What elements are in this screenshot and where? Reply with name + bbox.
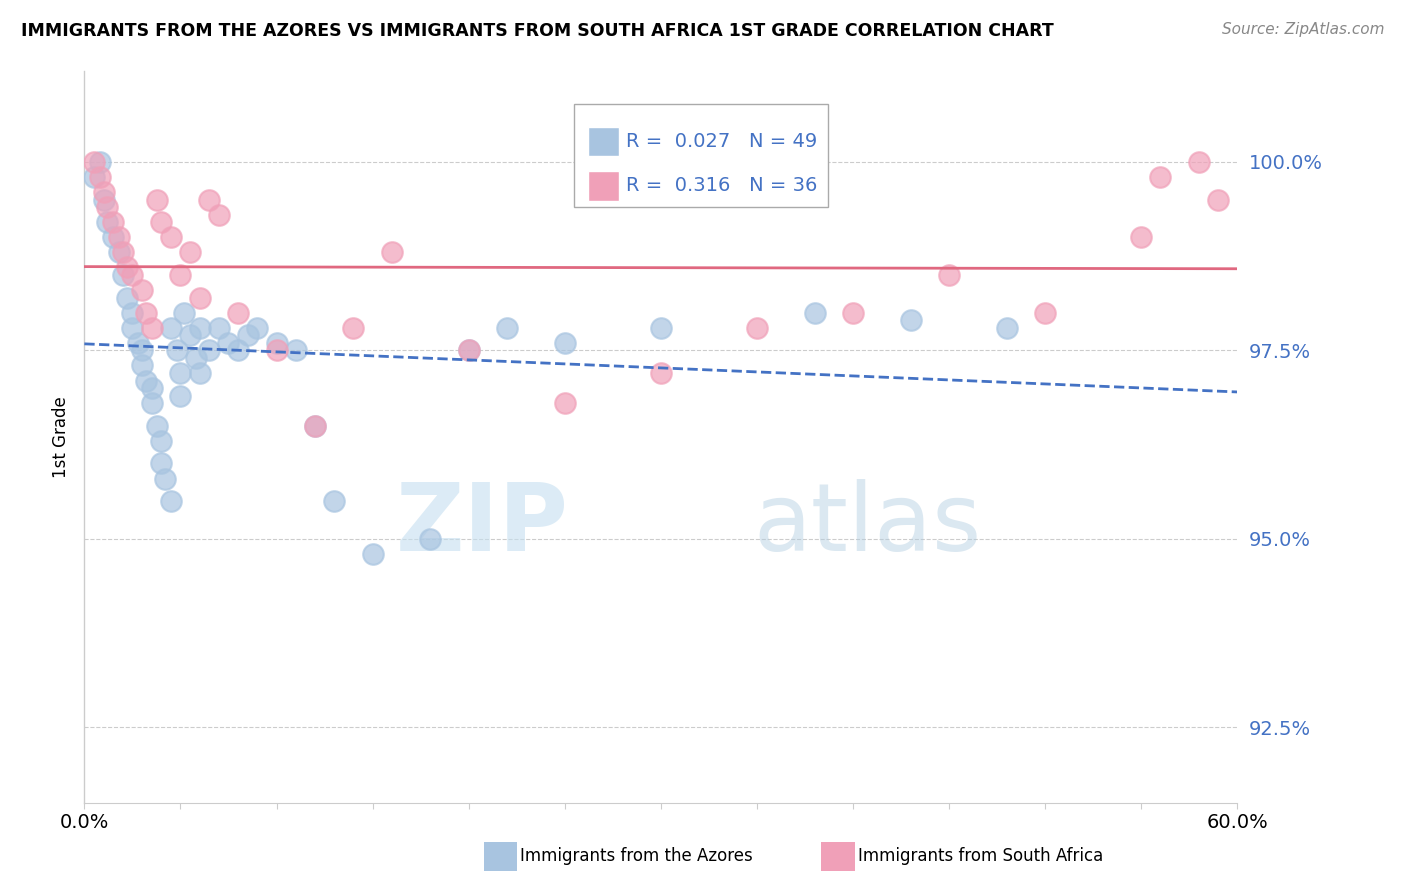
Point (160, 230, 183, 244)
Point (1130, 230, 1153, 244)
Point (554, 335, 576, 350)
Point (111, 268, 134, 282)
Text: atlas: atlas (754, 479, 981, 571)
Point (83, 154, 105, 169)
Point (103, 215, 124, 229)
Point (146, 418, 169, 433)
Point (141, 381, 163, 395)
Point (150, 457, 173, 471)
Point (457, 343, 479, 358)
Point (160, 320, 183, 334)
Point (304, 418, 326, 433)
Point (108, 230, 131, 244)
Point (198, 193, 221, 207)
Point (131, 359, 153, 373)
Point (208, 320, 231, 334)
Point (457, 343, 479, 358)
Point (179, 328, 201, 343)
Point (419, 532, 441, 546)
Point (554, 396, 576, 410)
Point (103, 230, 124, 244)
Point (83, 169, 105, 184)
Point (323, 494, 346, 508)
Point (89, 154, 111, 169)
Point (995, 320, 1018, 334)
Point (93, 185, 115, 199)
Point (381, 245, 404, 260)
Point (131, 283, 153, 297)
Y-axis label: 1st Grade: 1st Grade (52, 396, 70, 478)
Point (304, 418, 326, 433)
Point (179, 245, 201, 260)
Point (96, 200, 118, 214)
Point (342, 320, 364, 334)
Point (1206, 193, 1229, 207)
Point (1149, 169, 1171, 184)
Point (108, 245, 131, 260)
Point (188, 320, 211, 334)
Point (150, 434, 173, 448)
Point (141, 320, 163, 334)
Point (184, 351, 207, 365)
Point (208, 208, 231, 222)
Point (650, 366, 672, 380)
Point (246, 320, 269, 334)
FancyBboxPatch shape (588, 127, 619, 156)
Text: ZIP: ZIP (395, 479, 568, 571)
Point (266, 335, 288, 350)
Point (127, 335, 149, 350)
Point (160, 494, 183, 508)
Point (146, 193, 169, 207)
Point (115, 260, 138, 275)
Point (121, 306, 143, 320)
FancyBboxPatch shape (575, 104, 828, 207)
Point (115, 291, 138, 305)
Point (169, 268, 191, 282)
Text: Source: ZipAtlas.com: Source: ZipAtlas.com (1222, 22, 1385, 37)
Point (131, 343, 153, 358)
Point (1188, 154, 1211, 169)
Point (218, 335, 240, 350)
Point (135, 306, 157, 320)
Point (188, 291, 211, 305)
Point (745, 320, 768, 334)
Point (111, 245, 134, 260)
Point (266, 343, 288, 358)
Text: R =  0.027   N = 49: R = 0.027 N = 49 (626, 132, 817, 151)
Point (198, 343, 221, 358)
Point (121, 320, 143, 334)
Point (169, 366, 191, 380)
Point (121, 268, 143, 282)
Point (496, 320, 519, 334)
Point (1033, 306, 1056, 320)
Point (135, 374, 157, 388)
Point (150, 215, 173, 229)
Point (650, 320, 672, 334)
Point (89, 169, 111, 184)
Text: Immigrants from the Azores: Immigrants from the Azores (520, 847, 754, 865)
Point (236, 328, 259, 343)
Point (803, 306, 825, 320)
Point (938, 268, 960, 282)
Point (173, 306, 195, 320)
Point (153, 471, 176, 485)
Point (93, 193, 115, 207)
Point (96, 215, 118, 229)
Point (188, 366, 211, 380)
Point (284, 343, 307, 358)
Point (226, 343, 249, 358)
Text: IMMIGRANTS FROM THE AZORES VS IMMIGRANTS FROM SOUTH AFRICA 1ST GRADE CORRELATION: IMMIGRANTS FROM THE AZORES VS IMMIGRANTS… (21, 22, 1054, 40)
Point (361, 547, 384, 561)
Point (166, 343, 188, 358)
Point (226, 306, 249, 320)
FancyBboxPatch shape (588, 171, 619, 201)
Point (169, 389, 191, 403)
Point (900, 313, 922, 327)
Text: Immigrants from South Africa: Immigrants from South Africa (858, 847, 1102, 865)
Text: R =  0.316   N = 36: R = 0.316 N = 36 (626, 177, 818, 195)
Point (141, 396, 163, 410)
Point (842, 306, 865, 320)
